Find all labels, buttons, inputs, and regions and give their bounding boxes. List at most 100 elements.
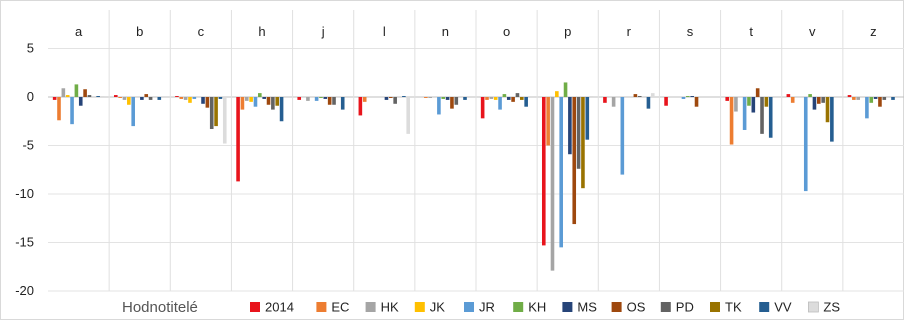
bar-v-kh bbox=[808, 94, 812, 97]
bar-h-ec bbox=[240, 97, 245, 110]
bar-v-2014 bbox=[786, 94, 791, 97]
bar-v-ec bbox=[790, 97, 795, 103]
bar-c-jk bbox=[188, 97, 192, 103]
legend-label-ms: MS bbox=[577, 300, 597, 315]
bar-z-pd bbox=[882, 97, 887, 100]
bar-t-2014 bbox=[725, 97, 730, 101]
legend-label-os: OS bbox=[627, 300, 646, 315]
legend-swatch-os bbox=[611, 302, 622, 312]
bar-s-kh bbox=[686, 96, 690, 97]
panel-label-p: p bbox=[564, 24, 571, 39]
bar-j-jr bbox=[314, 97, 319, 101]
bar-j-os bbox=[327, 97, 332, 105]
bar-s-os bbox=[694, 97, 699, 107]
bar-p-zs bbox=[589, 96, 594, 97]
panel-label-v: v bbox=[809, 24, 816, 39]
bar-h-2014 bbox=[236, 97, 240, 182]
bar-v-ms bbox=[812, 97, 817, 110]
legend-swatch-2014 bbox=[250, 302, 260, 312]
bar-j-kh bbox=[319, 97, 323, 98]
panel-label-s: s bbox=[687, 24, 694, 39]
bar-t-kh bbox=[747, 97, 751, 106]
bar-o-ms bbox=[506, 97, 511, 100]
bar-h-vv bbox=[279, 97, 284, 122]
bar-n-hk bbox=[428, 97, 432, 98]
legend-title: Hodnotitelé bbox=[122, 299, 198, 316]
bar-v-pd bbox=[821, 97, 825, 103]
panel-label-n: n bbox=[442, 24, 449, 39]
bar-s-2014 bbox=[664, 97, 668, 106]
legend-label-zs: ZS bbox=[823, 300, 840, 315]
bar-l-ec bbox=[362, 97, 367, 102]
bar-c-ec bbox=[179, 97, 184, 99]
bar-z-os bbox=[878, 97, 882, 107]
bar-j-hk bbox=[306, 97, 310, 101]
bar-a-zs bbox=[100, 96, 105, 97]
bar-p-jr bbox=[559, 97, 563, 248]
legend-label-vv: VV bbox=[774, 300, 792, 315]
bar-l-os bbox=[389, 97, 393, 98]
bar-n-kh bbox=[441, 97, 446, 99]
y-tick-label: -20 bbox=[15, 283, 34, 298]
bar-o-os bbox=[511, 97, 515, 102]
legend-swatch-pd bbox=[660, 302, 671, 312]
bar-a-os bbox=[83, 89, 87, 97]
bar-p-os bbox=[572, 97, 577, 225]
bar-o-jk bbox=[493, 97, 498, 100]
bar-p-ms bbox=[568, 97, 572, 155]
bar-b-hk bbox=[122, 97, 127, 100]
bar-s-ms bbox=[690, 96, 694, 97]
bar-p-pd bbox=[576, 97, 581, 169]
legend-swatch-zs bbox=[808, 301, 819, 313]
bar-b-2014 bbox=[113, 95, 118, 97]
panel-label-h: h bbox=[258, 24, 265, 39]
y-tick-label: 0 bbox=[27, 89, 34, 104]
bar-t-vv bbox=[768, 97, 773, 138]
bar-h-jk bbox=[249, 97, 253, 102]
bar-c-hk bbox=[183, 97, 188, 100]
bar-p-2014 bbox=[541, 97, 546, 246]
y-tick-label: -10 bbox=[15, 186, 34, 201]
bar-b-ec bbox=[118, 97, 122, 98]
bar-b-jr bbox=[131, 97, 135, 127]
bar-s-jr bbox=[681, 97, 686, 99]
legend-swatch-tk bbox=[710, 302, 720, 312]
bar-n-ms bbox=[445, 97, 450, 100]
bar-j-ms bbox=[323, 97, 328, 99]
bar-c-vv bbox=[218, 97, 223, 99]
bar-c-2014 bbox=[175, 96, 179, 97]
bar-b-vv bbox=[157, 97, 162, 100]
panel-label-b: b bbox=[136, 24, 143, 39]
bar-o-jr bbox=[498, 97, 502, 110]
y-tick-label: -5 bbox=[22, 138, 34, 153]
bar-n-ec bbox=[424, 97, 428, 98]
bar-h-kh bbox=[258, 93, 262, 97]
legend-label-jk: JK bbox=[430, 300, 446, 315]
bar-j-vv bbox=[340, 97, 345, 110]
bar-c-zs bbox=[222, 97, 227, 144]
bar-c-pd bbox=[209, 97, 214, 130]
bar-v-os bbox=[817, 97, 821, 104]
bar-p-kh bbox=[563, 82, 568, 97]
legend-label-jr: JR bbox=[479, 300, 495, 315]
legend-swatch-jr bbox=[464, 302, 474, 312]
bar-t-os bbox=[755, 88, 760, 97]
bar-z-2014 bbox=[847, 95, 852, 97]
bar-a-kh bbox=[74, 84, 79, 97]
legend-label-tk: TK bbox=[725, 300, 742, 315]
bar-o-kh bbox=[502, 94, 507, 97]
bar-h-os bbox=[266, 97, 271, 105]
bar-r-hk bbox=[611, 97, 616, 107]
bar-b-os bbox=[144, 94, 149, 97]
bar-l-ms bbox=[384, 97, 389, 100]
legend-swatch-ms bbox=[562, 302, 573, 312]
bar-c-jr bbox=[192, 97, 197, 99]
bar-n-jr bbox=[437, 97, 441, 115]
legend-swatch-vv bbox=[759, 302, 770, 312]
bar-v-tk bbox=[825, 97, 830, 123]
panel-label-r: r bbox=[627, 24, 632, 39]
bar-c-tk bbox=[214, 97, 218, 127]
bar-b-ms bbox=[140, 97, 144, 100]
bar-r-pd bbox=[637, 96, 642, 97]
bar-l-pd bbox=[393, 97, 397, 104]
